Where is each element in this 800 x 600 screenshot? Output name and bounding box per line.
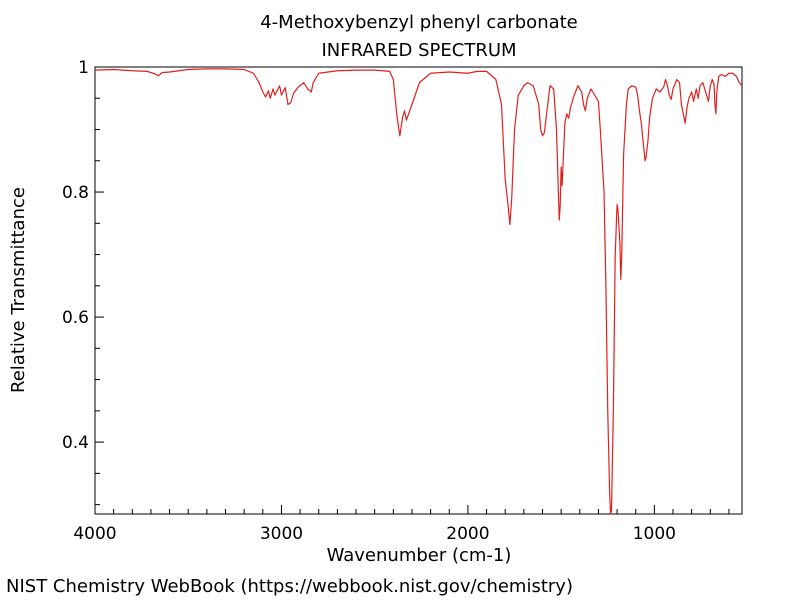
plot-frame <box>94 66 743 515</box>
y-axis-title: Relative Transmittance <box>8 187 29 393</box>
x-axis-ticks: 4000 3000 2000 1000 <box>73 505 730 544</box>
y-tick-label: 0.8 <box>62 183 89 203</box>
x-tick-label: 1000 <box>633 524 676 544</box>
spectrum-line <box>94 68 743 515</box>
y-tick-label: 0.6 <box>62 308 89 328</box>
y-axis-ticks: 1 0.8 0.6 0.4 <box>62 58 104 506</box>
x-tick-label: 4000 <box>73 524 116 544</box>
x-axis-title: Wavenumber (cm-1) <box>327 545 512 566</box>
chart-subtitle: INFRARED SPECTRUM <box>321 40 516 61</box>
x-tick-label: 3000 <box>260 524 303 544</box>
x-tick-label: 2000 <box>446 524 489 544</box>
y-tick-label: 0.4 <box>62 433 89 453</box>
y-tick-label: 1 <box>78 58 89 78</box>
chart-title: 4-Methoxybenzyl phenyl carbonate <box>260 12 578 33</box>
source-credit: NIST Chemistry WebBook (https://webbook.… <box>6 576 573 597</box>
